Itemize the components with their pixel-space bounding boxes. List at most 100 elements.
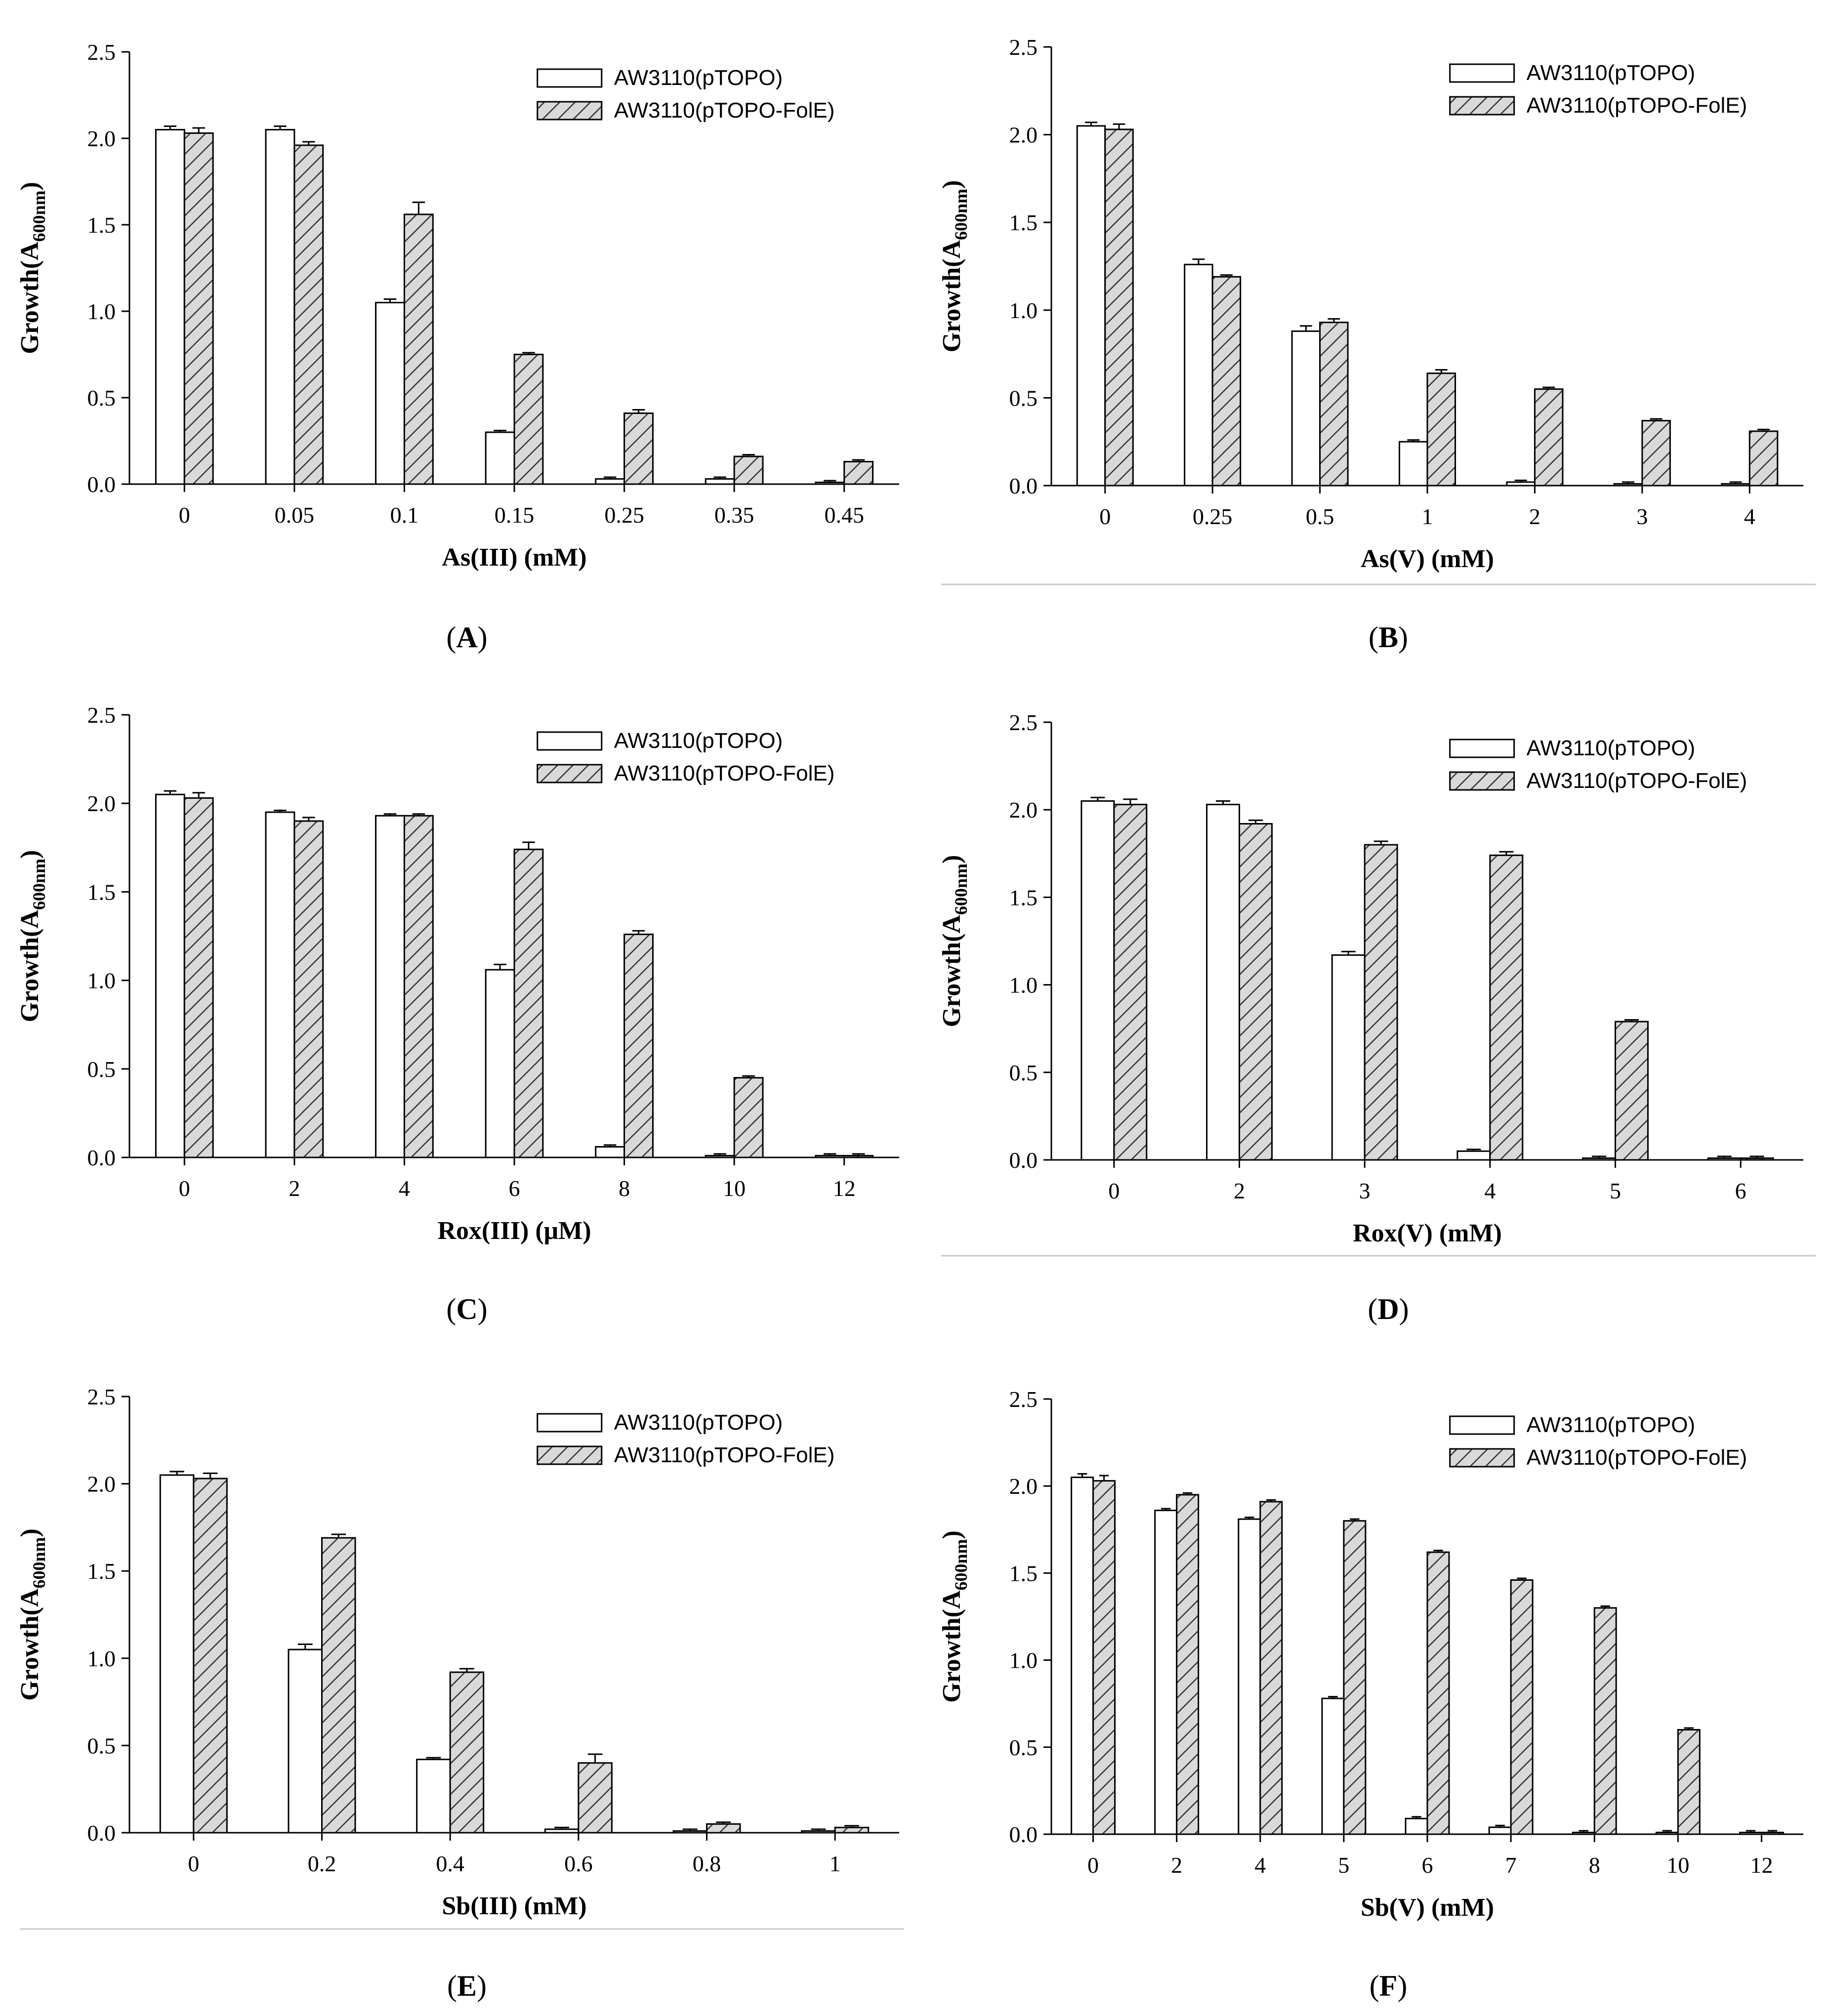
bar-ptopo-0.5: [1291, 330, 1321, 487]
x-tick-label: 4: [1744, 504, 1755, 529]
bar-ptopo-fole-0.1: [403, 213, 434, 485]
y-tick-label: 2.5: [87, 702, 116, 728]
x-tick-label: 0.35: [714, 502, 754, 528]
bar-ptopo-fole-0: [1092, 1480, 1116, 1835]
y-axis-label: Growth(A600nm): [16, 850, 49, 1023]
x-tick-label: 0.15: [495, 502, 535, 528]
bar-ptopo-fole-5: [1615, 1021, 1649, 1161]
y-axis-label-main: Growth(A: [16, 242, 44, 354]
bar-ptopo-2: [1206, 804, 1240, 1161]
y-axis-label-subscript: 600nm: [951, 864, 971, 915]
panel-letter: D: [1377, 1293, 1399, 1325]
y-tick-label: 0.5: [1009, 1735, 1038, 1760]
y-tick-label: 0.5: [87, 1057, 116, 1082]
legend: AW3110(pTOPO) AW3110(pTOPO-FolE): [1449, 61, 1747, 118]
x-tick-label: 4: [1254, 1852, 1266, 1878]
bar-ptopo-fole-0.25: [624, 412, 654, 485]
bar-ptopo-fole-10: [733, 1077, 764, 1158]
bar-ptopo-fole-3: [1364, 844, 1398, 1161]
y-tick-label: 2.0: [87, 1472, 116, 1497]
bar-ptopo-fole-0.2: [321, 1537, 356, 1834]
x-tick-label: 2: [289, 1176, 300, 1201]
bar-ptopo-2: [1154, 1510, 1178, 1835]
x-tick-label: 0: [1099, 504, 1111, 529]
bar-ptopo-0.1: [375, 302, 405, 485]
y-axis-label-subscript: 600nm: [29, 1537, 49, 1589]
bar-ptopo-3: [1613, 483, 1643, 487]
y-tick-label: 2.5: [87, 1384, 116, 1409]
bar-ptopo-fole-0.35: [733, 455, 764, 485]
legend: AW3110(pTOPO) AW3110(pTOPO-FolE): [537, 66, 835, 123]
y-tick-label: 2.5: [1009, 35, 1038, 60]
bar-ptopo-fole-0.05: [293, 144, 324, 485]
x-tick-label: 3: [1636, 504, 1648, 529]
legend: AW3110(pTOPO) AW3110(pTOPO-FolE): [537, 1410, 835, 1467]
legend-label-ptopo-fole: AW3110(pTOPO-FolE): [1527, 769, 1747, 793]
bar-ptopo-fole-7: [1510, 1579, 1534, 1835]
legend-swatch-ptopo-fole: [1449, 96, 1515, 116]
y-tick-label: 2.5: [87, 40, 116, 65]
y-tick-label: 1.0: [87, 1646, 116, 1671]
x-tick-label: 0: [179, 1176, 190, 1201]
legend-label-ptopo: AW3110(pTOPO): [614, 66, 783, 90]
bar-ptopo-10: [705, 1154, 735, 1158]
y-tick-label: 2.5: [1009, 1387, 1038, 1412]
bar-ptopo-8: [595, 1146, 625, 1158]
y-tick-label: 1.5: [1009, 210, 1038, 235]
x-tick-label: 0.05: [275, 502, 315, 528]
bar-ptopo-0.35: [705, 478, 735, 485]
bar-ptopo-fole-0.15: [513, 354, 544, 485]
legend-swatch-ptopo-fole: [537, 1445, 603, 1465]
y-axis-label-close: ): [938, 855, 966, 864]
x-tick-label: 0.6: [564, 1851, 593, 1876]
bar-ptopo-4: [375, 815, 405, 1158]
x-tick-label: 6: [1422, 1852, 1433, 1878]
x-tick-label: 12: [833, 1176, 856, 1201]
bar-ptopo-0: [155, 793, 185, 1158]
y-axis-label-close: ): [938, 180, 966, 189]
y-tick-label: 1.5: [87, 1559, 116, 1584]
bar-ptopo-1: [801, 1830, 836, 1834]
bar-ptopo-fole-0.4: [449, 1671, 485, 1834]
legend: AW3110(pTOPO) AW3110(pTOPO-FolE): [1449, 1413, 1747, 1470]
bar-ptopo-0: [1081, 800, 1115, 1161]
legend-label-ptopo-fole: AW3110(pTOPO-FolE): [614, 761, 835, 785]
x-tick-label: 8: [1589, 1852, 1600, 1878]
bar-ptopo-0.25: [595, 478, 625, 485]
bar-ptopo-fole-0.6: [578, 1762, 613, 1834]
bar-ptopo-fole-6: [1426, 1551, 1450, 1835]
bar-ptopo-12: [1739, 1831, 1762, 1835]
y-axis-label-close: ): [16, 182, 44, 190]
y-tick-label: 1.5: [87, 879, 116, 905]
y-axis-label-main: Growth(A: [16, 910, 44, 1023]
y-tick-label: 0.5: [1009, 385, 1038, 411]
bar-ptopo-3: [1331, 954, 1366, 1161]
bar-ptopo-fole-5: [1343, 1520, 1367, 1835]
bar-ptopo-fole-0: [193, 1478, 228, 1834]
legend-swatch-ptopo: [1449, 63, 1515, 83]
legend-label-ptopo-fole: AW3110(pTOPO-FolE): [614, 1443, 835, 1467]
panel-A: 0.0 0.5 1.0 1.5 2.0 2.5 0 0.05 0.1 0.15 0.25 0.35 0.…: [16, 40, 899, 654]
x-tick-label: 10: [723, 1176, 746, 1201]
panel-label: (C): [446, 1293, 487, 1325]
panel-letter: F: [1379, 1970, 1398, 2002]
bar-ptopo-fole-6: [1740, 1157, 1774, 1161]
legend-swatch-ptopo: [1449, 1415, 1515, 1435]
y-axis-label-main: Growth(A: [938, 240, 966, 353]
bar-ptopo-6: [1707, 1157, 1742, 1161]
panel-label: (A): [446, 621, 487, 654]
legend-label-ptopo-fole: AW3110(pTOPO-FolE): [614, 98, 835, 123]
x-tick-label: 12: [1750, 1852, 1773, 1878]
panel-letter: C: [456, 1293, 477, 1325]
x-tick-label: 6: [1735, 1178, 1747, 1203]
bar-ptopo-2: [265, 811, 295, 1158]
legend-label-ptopo: AW3110(pTOPO): [614, 729, 783, 753]
bar-ptopo-0.2: [288, 1648, 323, 1834]
y-tick-label: 0.0: [1009, 1822, 1038, 1847]
y-tick-label: 0.0: [87, 1820, 116, 1846]
bar-ptopo-6: [485, 969, 515, 1158]
y-tick-label: 1.5: [87, 212, 116, 238]
x-tick-label: 0: [188, 1851, 199, 1876]
y-tick-label: 1.0: [87, 299, 116, 324]
panel-label: (B): [1369, 621, 1408, 654]
